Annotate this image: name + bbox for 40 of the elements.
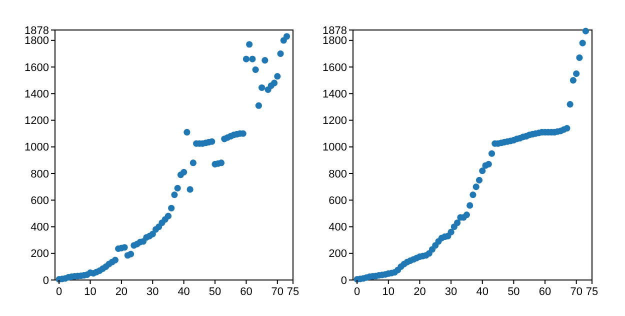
y-tick-label: 1200	[322, 115, 347, 128]
y-tick-label: 1800	[24, 35, 49, 48]
x-tick-label: 60	[538, 286, 552, 298]
y-tick-label: 400	[328, 222, 347, 234]
x-tick-label: 75	[286, 286, 300, 298]
x-tick-label: 75	[586, 286, 598, 298]
y-tick-label: 1000	[322, 142, 347, 154]
x-tick-label: 20	[115, 286, 128, 298]
x-tick-label: 10	[84, 286, 96, 298]
x-tick-label: 60	[240, 286, 252, 298]
x-tick-label: 70	[570, 286, 582, 298]
y-tick-label: 1000	[24, 142, 49, 154]
x-tick-label: 30	[146, 286, 159, 298]
y-tick-label: 600	[30, 194, 49, 207]
y-tick-label: 1400	[322, 88, 347, 100]
y-tick-label: 1200	[24, 115, 49, 128]
x-tick-label: 20	[414, 286, 426, 298]
y-tick-label: 1878	[322, 24, 347, 37]
y-tick-label: 1600	[322, 62, 347, 74]
x-tick-label: 0	[56, 286, 62, 298]
y-tick-label: 0	[42, 274, 49, 287]
y-tick-label: 1600	[24, 62, 49, 74]
y-tick-label: 1800	[322, 35, 347, 48]
x-tick-label: 10	[382, 286, 395, 298]
y-tick-label: 1400	[24, 88, 49, 100]
x-tick-label: 50	[208, 286, 222, 298]
x-tick-label: 70	[271, 286, 284, 298]
y-tick-label: 800	[30, 168, 49, 180]
x-tick-label: 40	[476, 286, 488, 298]
y-tick-label: 200	[328, 248, 347, 260]
y-tick-label: 400	[30, 222, 49, 234]
x-tick-label: 40	[178, 286, 190, 298]
y-tick-label: 1878	[24, 24, 49, 37]
x-tick-label: 30	[444, 286, 458, 298]
y-tick-label: 600	[328, 194, 347, 207]
y-tick-label: 200	[30, 248, 49, 260]
x-tick-label: 0	[354, 286, 360, 298]
x-tick-label: 50	[508, 286, 520, 298]
y-tick-label: 800	[328, 168, 347, 180]
y-tick-label: 0	[340, 274, 347, 287]
